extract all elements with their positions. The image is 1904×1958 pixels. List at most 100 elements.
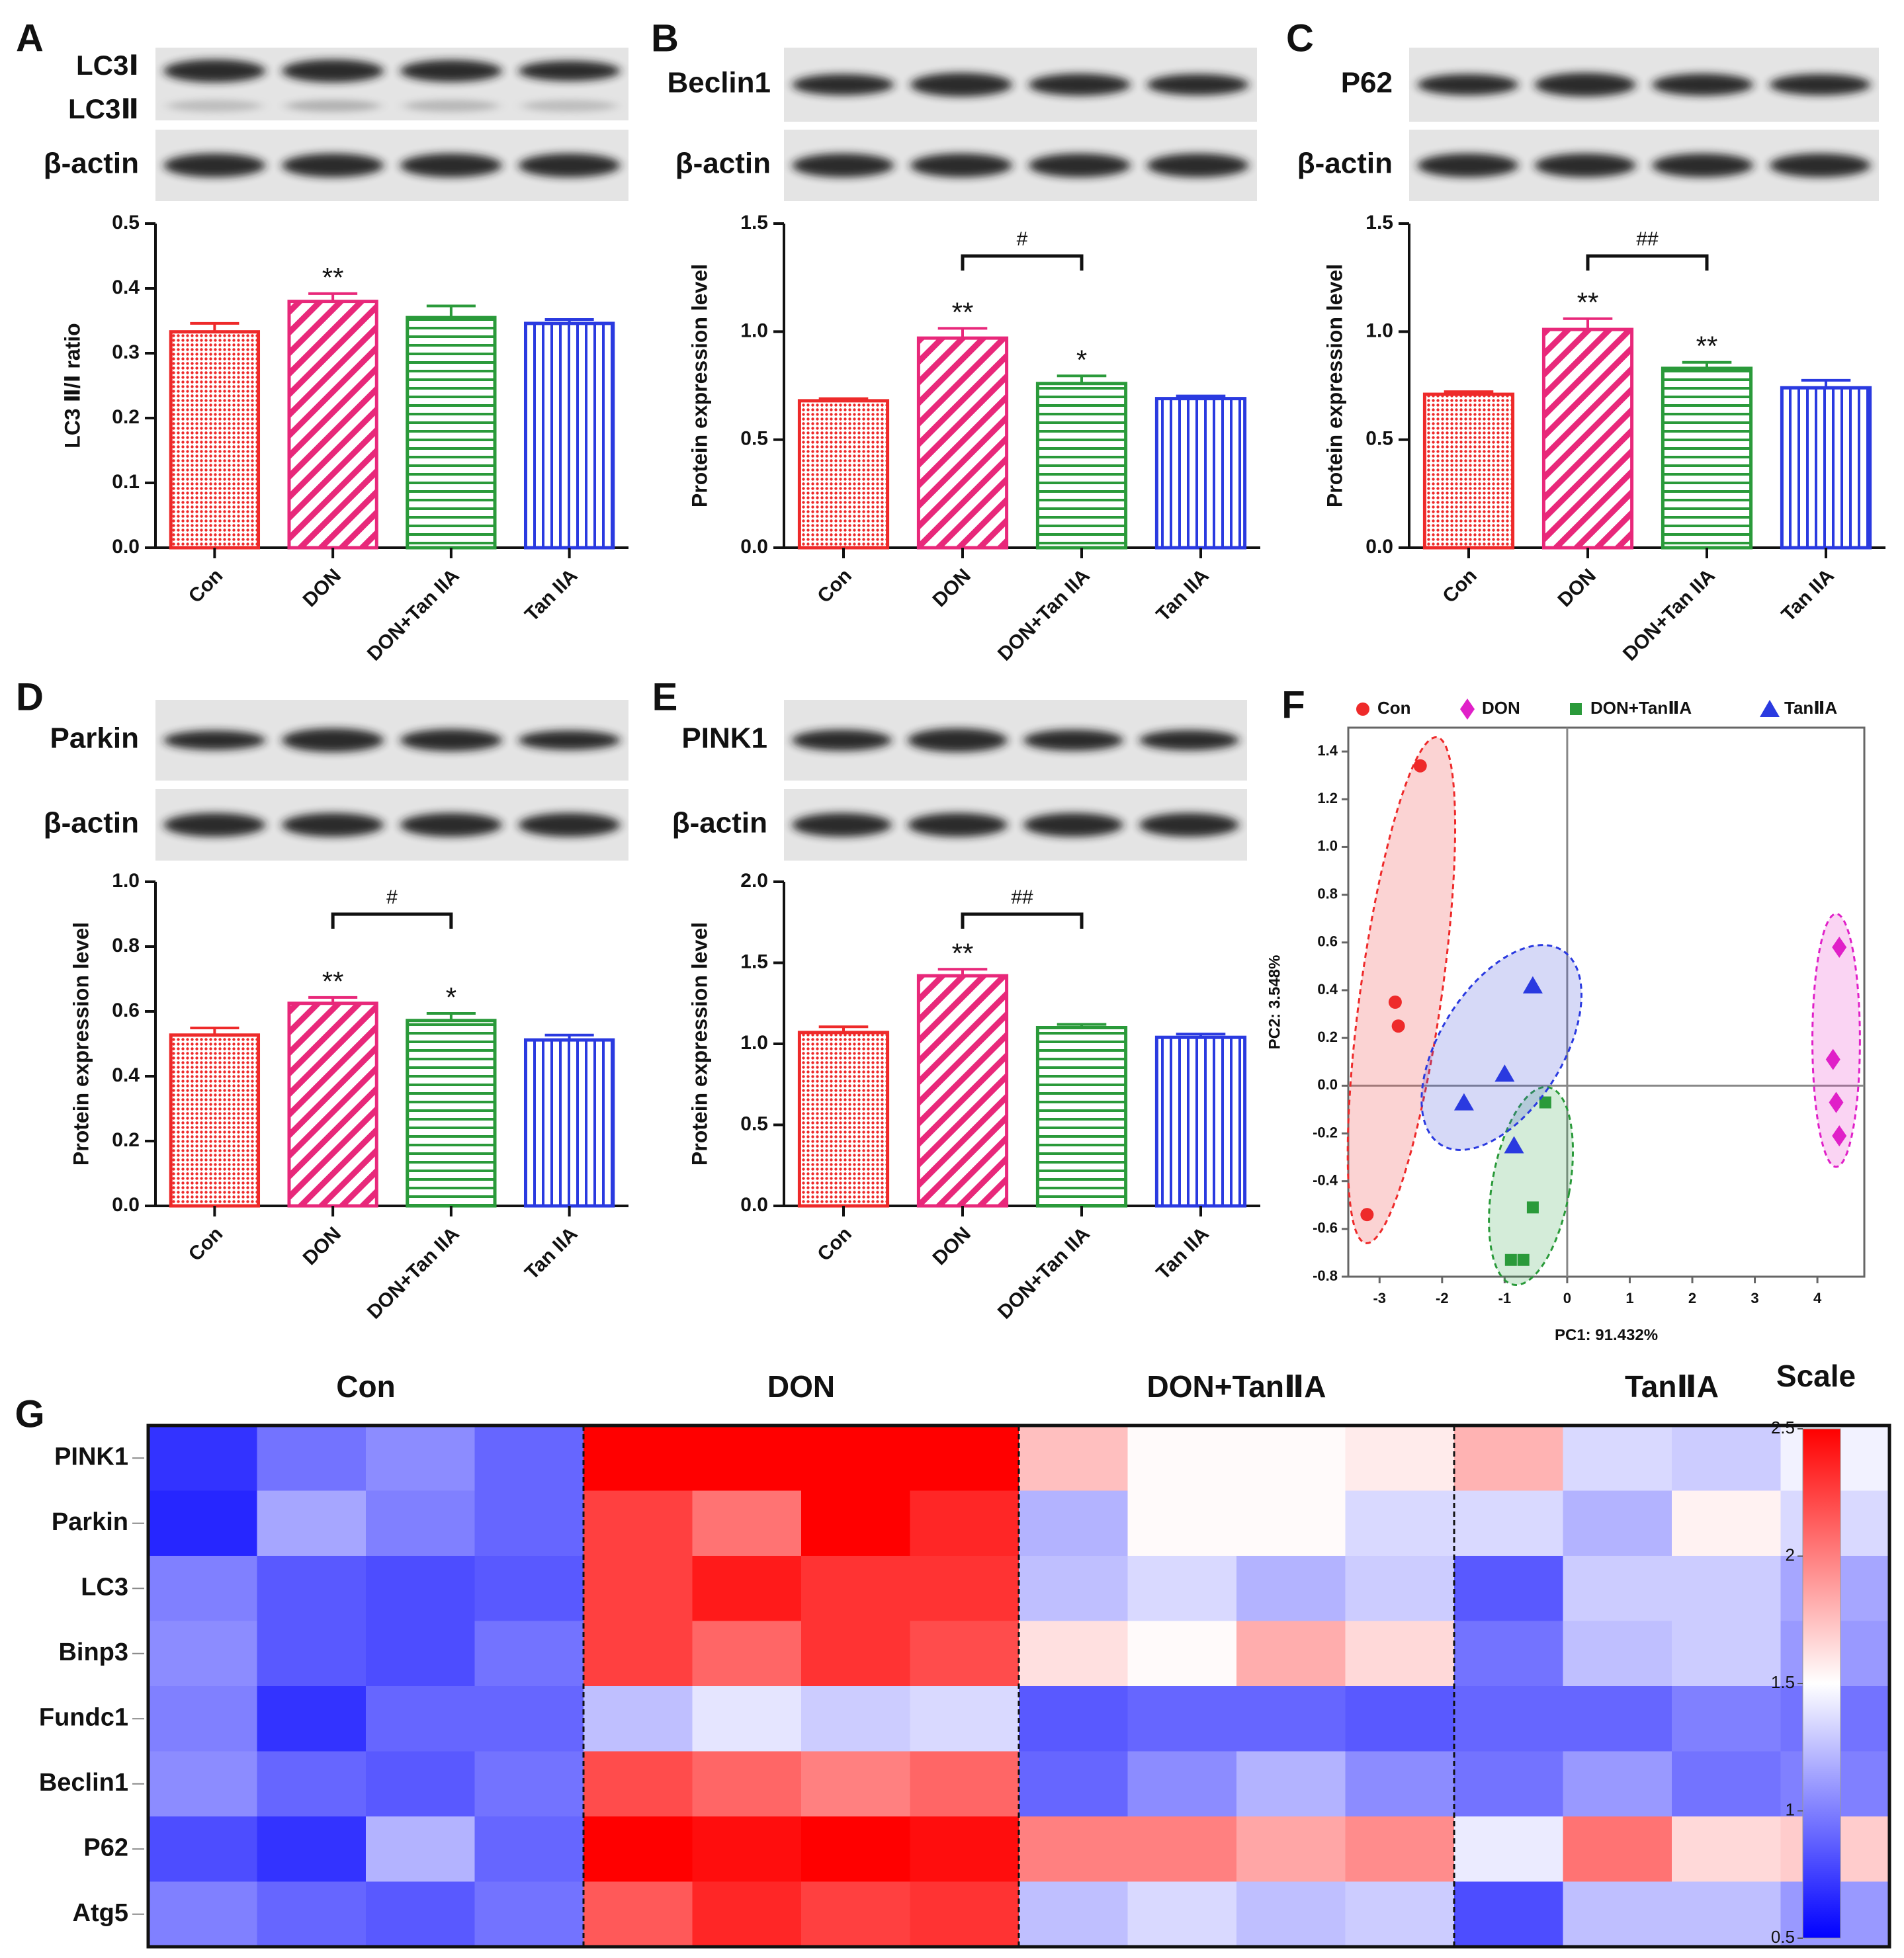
heatmap-cell bbox=[1672, 1556, 1781, 1621]
marker-triangle bbox=[1504, 1136, 1524, 1154]
protein-band bbox=[1534, 153, 1636, 177]
pca-series-tan-a bbox=[1420, 944, 1582, 1154]
y-tick-label: 1.0 bbox=[740, 1032, 768, 1054]
marker-circle bbox=[1413, 759, 1427, 773]
heatmap-cell bbox=[474, 1686, 584, 1752]
pca-series-con bbox=[1346, 736, 1457, 1244]
bar-tan-iia bbox=[523, 321, 615, 550]
heatmap-cell bbox=[257, 1751, 367, 1817]
blot-E-row-1 bbox=[784, 700, 1247, 781]
heatmap-cell bbox=[910, 1556, 1019, 1621]
heatmap-row-lc3 bbox=[148, 1556, 1890, 1621]
heatmap-cell bbox=[1672, 1490, 1781, 1556]
plot-frame bbox=[1347, 726, 1866, 1278]
significance-marker: ** bbox=[322, 966, 344, 997]
bar-don bbox=[916, 336, 1009, 550]
heatmap-cell bbox=[1454, 1621, 1563, 1687]
x-tick-label: 0 bbox=[1563, 1290, 1571, 1306]
heatmap-row-label: Parkin bbox=[52, 1508, 128, 1536]
protein-band bbox=[908, 813, 1008, 837]
protein-band bbox=[282, 59, 384, 83]
significance-marker: * bbox=[446, 982, 456, 1013]
protein-band bbox=[1147, 73, 1249, 96]
heatmap-cell bbox=[1127, 1490, 1237, 1556]
protein-band-faint bbox=[167, 100, 262, 112]
heatmap-cell bbox=[148, 1426, 257, 1491]
heatmap-cell bbox=[584, 1621, 693, 1687]
heatmap-cell bbox=[366, 1751, 475, 1817]
heatmap-cell bbox=[474, 1751, 584, 1817]
scale-tick-label: 1 bbox=[1786, 1799, 1795, 1819]
heatmap-cell bbox=[366, 1816, 475, 1882]
protein-band bbox=[282, 728, 384, 752]
heatmap-cell bbox=[1236, 1881, 1346, 1947]
scale-tick-label: 1.5 bbox=[1771, 1672, 1795, 1692]
heatmap-cell bbox=[801, 1621, 910, 1687]
heatmap-cell bbox=[1454, 1426, 1563, 1491]
heatmap-cell bbox=[474, 1426, 584, 1491]
heatmap-row-parkin bbox=[148, 1490, 1890, 1556]
y-tick-label: 0.0 bbox=[112, 536, 140, 558]
bracket-label: ## bbox=[1011, 886, 1033, 908]
protein-band bbox=[1652, 153, 1754, 177]
heatmap-cell bbox=[1672, 1686, 1781, 1752]
marker-triangle bbox=[1494, 1064, 1515, 1082]
x-tick-label: 3 bbox=[1751, 1290, 1758, 1306]
y-tick-label: 0.4 bbox=[112, 277, 140, 298]
heatmap-cell bbox=[1019, 1816, 1128, 1882]
heatmap-group-label: Con bbox=[336, 1369, 395, 1404]
protein-band bbox=[400, 153, 502, 177]
scale-tick-label: 0.5 bbox=[1771, 1927, 1795, 1947]
protein-band bbox=[282, 813, 384, 837]
x-tick-label: Con bbox=[813, 1223, 856, 1266]
y-tick-label: 2.0 bbox=[740, 870, 768, 892]
blot-A: LC3Ⅰ LC3Ⅱ β-actin bbox=[44, 48, 628, 201]
protein-band bbox=[1139, 730, 1239, 751]
heatmap-cell bbox=[1345, 1816, 1455, 1882]
y-tick-label: 0.8 bbox=[1317, 885, 1338, 902]
panel-letter-G: G bbox=[15, 1392, 44, 1435]
protein-band bbox=[1652, 73, 1754, 96]
panel-letter-A: A bbox=[16, 17, 44, 60]
y-tick-label: 0.1 bbox=[112, 471, 140, 493]
x-tick-label: -3 bbox=[1373, 1290, 1386, 1306]
marker-diamond bbox=[1829, 1091, 1844, 1113]
y-tick-label: 0.8 bbox=[112, 935, 140, 957]
blot-B-row-2 bbox=[784, 130, 1257, 201]
x-axis-label: PC1: 91.432% bbox=[1555, 1326, 1658, 1344]
bar-don bbox=[287, 1001, 378, 1208]
x-tick-label: Tan IIA bbox=[521, 565, 582, 626]
heatmap-cell bbox=[148, 1881, 257, 1947]
y-tick-label: 1.0 bbox=[1317, 837, 1338, 854]
heatmap-cell bbox=[692, 1686, 802, 1752]
heatmap-cell bbox=[692, 1751, 802, 1817]
protein-band bbox=[400, 60, 502, 82]
heatmap-cell bbox=[910, 1621, 1019, 1687]
legend-label: Con bbox=[1377, 698, 1411, 718]
heatmap-cell bbox=[1454, 1556, 1563, 1621]
heatmap-cell bbox=[1563, 1490, 1672, 1556]
y-tick-label: 0.4 bbox=[1317, 981, 1338, 998]
bar-tan-iia bbox=[1780, 386, 1872, 550]
heatmap-cell bbox=[366, 1621, 475, 1687]
protein-band bbox=[400, 729, 502, 751]
x-tick-label: Con bbox=[1438, 565, 1481, 608]
heatmap-frame bbox=[146, 1424, 1891, 1949]
x-tick-label: Tan IIA bbox=[1152, 1223, 1213, 1284]
heatmap-cell bbox=[474, 1881, 584, 1947]
heatmap-cell bbox=[910, 1426, 1019, 1491]
scale-title: Scale bbox=[1776, 1359, 1856, 1393]
bar-don bbox=[1541, 327, 1634, 550]
bar-con bbox=[169, 1033, 261, 1208]
blot-label: β-actin bbox=[1297, 148, 1393, 180]
heatmap-cell bbox=[1236, 1751, 1346, 1817]
bar-tan-iia bbox=[1154, 1035, 1247, 1208]
heatmap-cell bbox=[474, 1621, 584, 1687]
y-tick-label: 0.5 bbox=[740, 428, 768, 450]
blot-A-row-1 bbox=[155, 48, 628, 120]
heatmap-cell bbox=[1345, 1751, 1455, 1817]
heatmap-cell bbox=[1127, 1621, 1237, 1687]
heatmap-group-label: DON+TanⅡA bbox=[1147, 1369, 1326, 1404]
heatmap-cell bbox=[692, 1490, 802, 1556]
bar-con bbox=[169, 330, 261, 550]
